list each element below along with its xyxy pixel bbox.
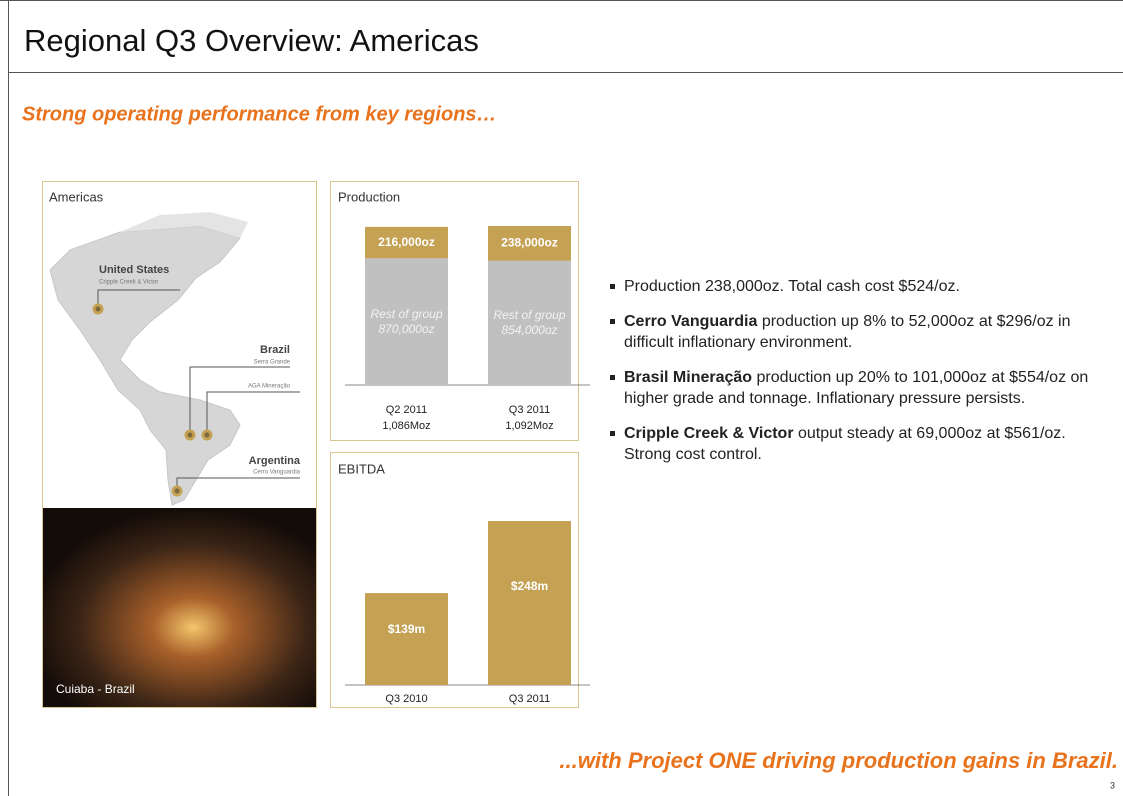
bullet-text: production up 8% to 52,000oz at $296/oz …	[624, 313, 1071, 351]
bullet-bold: Cerro Vanguardia	[624, 313, 758, 330]
category-label: Q3 2011	[509, 404, 550, 416]
place-mine: Cripple Creek & Victor	[99, 280, 158, 286]
bar-segment	[365, 226, 448, 259]
bullet: Production 238,000oz. Total cash cost $5…	[610, 276, 1110, 297]
category-label: Q2 2011	[386, 404, 427, 416]
value-label: $248m	[511, 579, 548, 593]
bullet-bold: Cripple Creek & Victor	[624, 425, 794, 442]
bullet: Cerro Vanguardia production up 8% to 52,…	[610, 311, 1110, 353]
bullet-list: Production 238,000oz. Total cash cost $5…	[610, 276, 1110, 479]
bullet-text: production up 20% to 101,000oz at $554/o…	[624, 369, 1089, 407]
bar	[488, 521, 571, 685]
page-number: 3	[1110, 780, 1115, 790]
bar-segment	[365, 258, 448, 385]
ebitda-title: EBITDA	[338, 461, 385, 476]
map-label: Americas	[49, 189, 104, 204]
photo-caption: Cuiaba - Brazil	[56, 682, 135, 696]
mine-dots	[92, 303, 213, 497]
bar-segment	[488, 226, 571, 261]
bullet-bold: Brasil Mineração	[624, 369, 753, 386]
value-label: 216,000oz	[378, 235, 435, 249]
value-label: 870,000oz	[378, 322, 434, 336]
bullet: Cripple Creek & Victor output steady at …	[610, 423, 1110, 465]
bullet: Brasil Mineração production up 20% to 10…	[610, 367, 1110, 409]
production-title: Production	[338, 189, 400, 204]
category-sublabel: 1,086Moz	[382, 420, 430, 432]
photo	[43, 508, 316, 707]
bar	[365, 593, 448, 685]
arctic-map	[120, 212, 248, 238]
segment-name: Rest of group	[493, 308, 565, 322]
segment-name: Rest of group	[370, 307, 442, 321]
place-mine: Serra Grande	[254, 360, 291, 366]
value-label: 238,000oz	[501, 235, 558, 249]
category-sublabel: 1,092Moz	[505, 420, 553, 432]
bullet-text: Production 238,000oz. Total cash cost $5…	[624, 278, 960, 295]
title: Regional Q3 Overview: Americas	[24, 23, 479, 58]
place-name: Brazil	[260, 344, 290, 356]
category-label: Q3 2011	[509, 693, 550, 705]
bullet-text: output steady at 69,000oz at $561/oz. St…	[624, 425, 1066, 463]
value-label: $139m	[388, 622, 425, 636]
place-name: Argentina	[249, 455, 301, 467]
place-name: United States	[99, 264, 169, 276]
bar-segment	[488, 260, 571, 385]
footer: ...with Project ONE driving production g…	[559, 748, 1118, 773]
place-mine: AGA Mineração	[248, 384, 291, 390]
category-label: Q3 2010	[385, 693, 427, 705]
place-mine: Cerro Vanguardia	[253, 470, 301, 476]
subtitle: Strong operating performance from key re…	[22, 103, 497, 125]
value-label: 854,000oz	[501, 323, 557, 337]
